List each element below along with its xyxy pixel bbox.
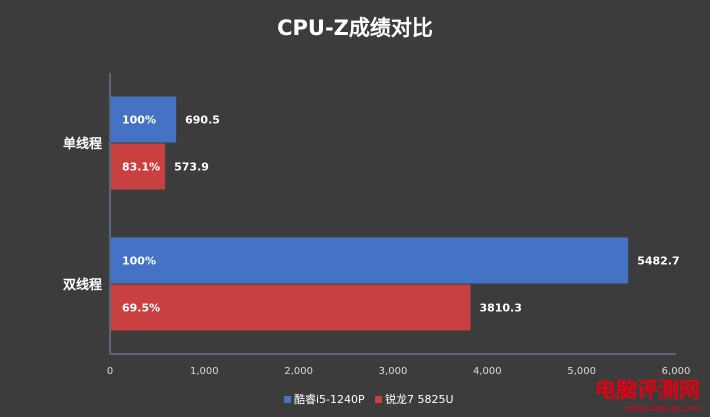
bar-r7-5825u [111,143,166,190]
x-tick-label: 4,000 [473,366,502,377]
category-label: 单线程 [63,136,102,152]
bar-i5-1240p [111,237,629,284]
bar-value-label: 3810.3 [479,302,521,315]
legend-swatch [284,396,291,403]
watermark: 电脑评测网 www.dnpcw.com [595,378,700,414]
bar-percent-label: 83.1% [122,161,160,174]
data-labels: 100% 690.5 83.1% 573.9 100% 5482.7 69.5% 3810.3 [122,114,680,315]
x-tick-label: 2,000 [284,366,313,377]
x-tick-label: 0 [107,366,113,377]
x-tick-label: 6,000 [662,366,691,377]
bar-value-label: 690.5 [185,114,220,127]
bar-value-label: 573.9 [174,161,209,174]
legend-label: 锐龙7 5825U [385,392,454,406]
x-tick-label: 3,000 [379,366,408,377]
bar-i5-1240p [111,96,177,143]
chart-title: CPU-Z成绩对比 [277,16,433,40]
legend-swatch [375,396,382,403]
x-tick-label: 5,000 [567,366,596,377]
legend: 酷睿i5-1240P 锐龙7 5825U [284,392,454,406]
bar-value-label: 5482.7 [637,255,679,268]
bar-r7-5825u [111,284,471,331]
category-label: 双线程 [63,277,102,293]
bar-percent-label: 100% [122,114,156,127]
bar-percent-label: 100% [122,255,156,268]
watermark-url: www.dnpcw.com [625,404,700,414]
bars [111,96,629,331]
watermark-text: 电脑评测网 [595,378,700,402]
legend-label: 酷睿i5-1240P [294,392,365,406]
x-tick-label: 1,000 [190,366,219,377]
bar-percent-label: 69.5% [122,302,160,315]
